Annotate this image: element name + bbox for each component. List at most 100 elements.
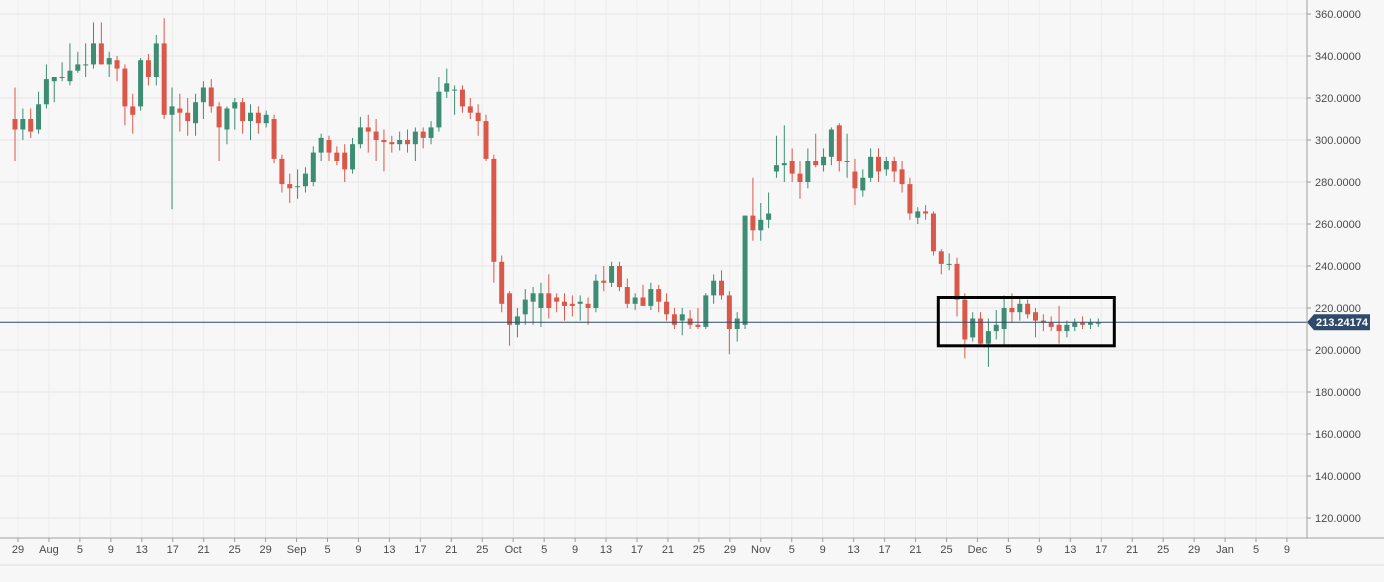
candle [616, 261, 622, 292]
candle [734, 312, 740, 342]
time-tick-label: 17 [414, 544, 426, 556]
candle [389, 135, 395, 153]
candle [656, 284, 662, 313]
price-axis[interactable]: 120.0000 140.0000 160.0000 180.0000 200.0000… [1306, 0, 1361, 538]
time-tick-label: 21 [1126, 544, 1138, 556]
candle-body [334, 152, 340, 161]
plot-background [0, 0, 1307, 538]
candle [946, 253, 952, 271]
candle [83, 43, 89, 77]
time-axis[interactable]: 29 Aug 5 9 13 17 21 25 29 Sep 5 9 13 17 21 25 Oct 5 9 13 17 2… [0, 537, 1384, 566]
candle-body [703, 295, 709, 327]
candle [263, 110, 269, 128]
candle [601, 266, 607, 292]
candle [836, 123, 842, 172]
candle-body [546, 293, 552, 308]
candle-body [1064, 324, 1070, 332]
candle [106, 51, 112, 77]
candle-body [664, 301, 670, 315]
candle-body [514, 316, 520, 325]
candle-body [1087, 322, 1093, 325]
candle [36, 91, 42, 134]
candle-body [67, 70, 73, 82]
candle [326, 135, 332, 161]
candle [1095, 318, 1101, 327]
candle [67, 43, 73, 86]
time-tick-label: 13 [383, 544, 395, 556]
candle [1072, 318, 1078, 332]
candle [240, 98, 246, 134]
time-tick-label: 21 [198, 544, 210, 556]
last-price-marker [1307, 314, 1370, 331]
time-tick-label: 5 [541, 544, 547, 556]
time-tick-label: 29 [724, 544, 736, 556]
candle-body [20, 119, 26, 130]
candle-body [687, 318, 693, 325]
price-tick-label: 240.0000 [1315, 261, 1361, 273]
price-tick-label: 260.0000 [1315, 219, 1361, 231]
candle-body [59, 77, 65, 78]
candle [51, 77, 57, 103]
candle [978, 312, 984, 346]
candle-body [389, 142, 395, 145]
candle-body [891, 161, 897, 172]
time-tick-label: 17 [1095, 544, 1107, 556]
price-tick-label: 300.0000 [1315, 135, 1361, 147]
candle-body [295, 186, 301, 188]
time-tick-label: 13 [136, 544, 148, 556]
candle [860, 169, 866, 197]
candle-body [350, 144, 356, 170]
candle [412, 127, 418, 161]
candle [593, 274, 599, 313]
time-tick-label: 21 [445, 544, 457, 556]
time-tick-label: Oct [505, 544, 522, 556]
candle [153, 35, 159, 86]
candle-body [161, 43, 167, 115]
candle [467, 98, 473, 119]
candle [1040, 314, 1046, 332]
candle-body [114, 60, 120, 69]
candle-body [883, 161, 889, 170]
candle-body [899, 169, 905, 185]
candle [766, 192, 772, 229]
candle-body [930, 213, 936, 252]
candle-body [12, 119, 18, 130]
candle [248, 104, 253, 140]
candle-body [868, 156, 874, 178]
candle-body [302, 173, 308, 187]
candle [98, 22, 104, 65]
time-tick-label: 5 [1253, 544, 1259, 556]
candle [569, 295, 575, 317]
time-tick-label: 5 [789, 544, 795, 556]
time-axis-background [0, 538, 1384, 582]
candle-body [860, 177, 866, 191]
candle [609, 261, 615, 287]
time-tick-label: 25 [940, 544, 952, 556]
candle [491, 154, 497, 283]
candle-body [946, 263, 952, 265]
candle-body [915, 211, 921, 218]
candle-body [420, 131, 426, 138]
candle [130, 93, 136, 134]
candle-body [781, 163, 787, 166]
time-tick-label: 25 [229, 544, 241, 556]
candle [373, 119, 379, 161]
candle [122, 64, 128, 126]
candle-body [985, 331, 991, 344]
candle-body [507, 293, 513, 325]
candle [993, 310, 999, 340]
candle [821, 148, 827, 172]
candle [719, 270, 724, 300]
candle [381, 129, 387, 172]
time-tick-label: 29 [12, 544, 24, 556]
candle-body [624, 287, 630, 304]
candle [962, 293, 968, 359]
price-tick-label: 220.0000 [1315, 303, 1361, 315]
candle-body [616, 266, 622, 287]
candle [318, 133, 324, 161]
candle-body [185, 112, 191, 122]
time-tick-label: 29 [259, 544, 271, 556]
candle-body [726, 295, 732, 329]
candle-body [1017, 303, 1023, 313]
candle-body [240, 102, 246, 122]
